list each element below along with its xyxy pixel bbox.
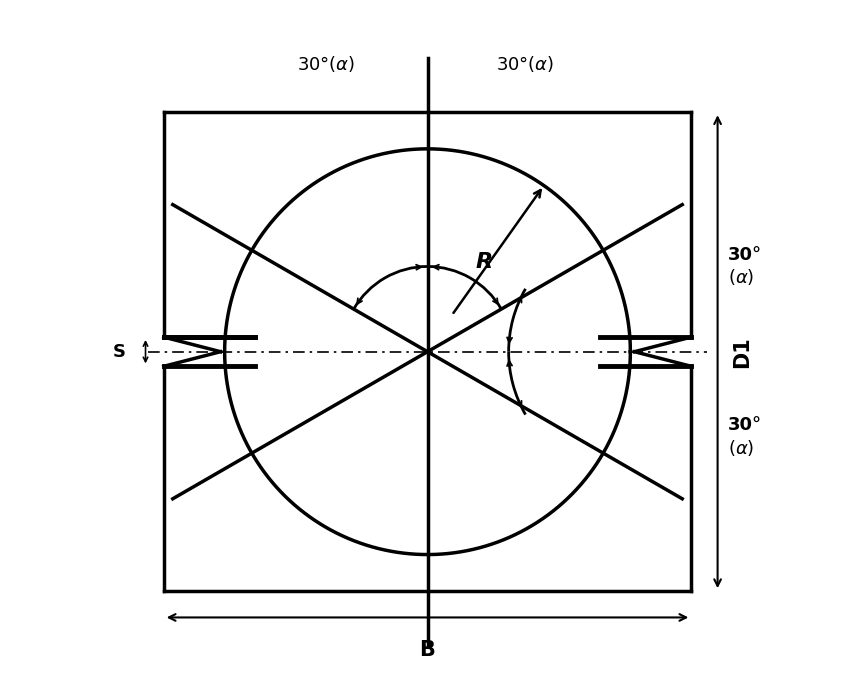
Text: $30°(\alpha)$: $30°(\alpha)$ bbox=[297, 53, 355, 74]
Text: S: S bbox=[113, 343, 126, 360]
Text: R: R bbox=[475, 252, 492, 273]
Text: $30°(\alpha)$: $30°(\alpha)$ bbox=[496, 53, 554, 74]
Text: 30°
$(\alpha)$: 30° $(\alpha)$ bbox=[728, 416, 762, 458]
Text: 30°
$(\alpha)$: 30° $(\alpha)$ bbox=[728, 246, 762, 287]
Text: B: B bbox=[420, 640, 435, 659]
Text: D1: D1 bbox=[732, 336, 752, 368]
